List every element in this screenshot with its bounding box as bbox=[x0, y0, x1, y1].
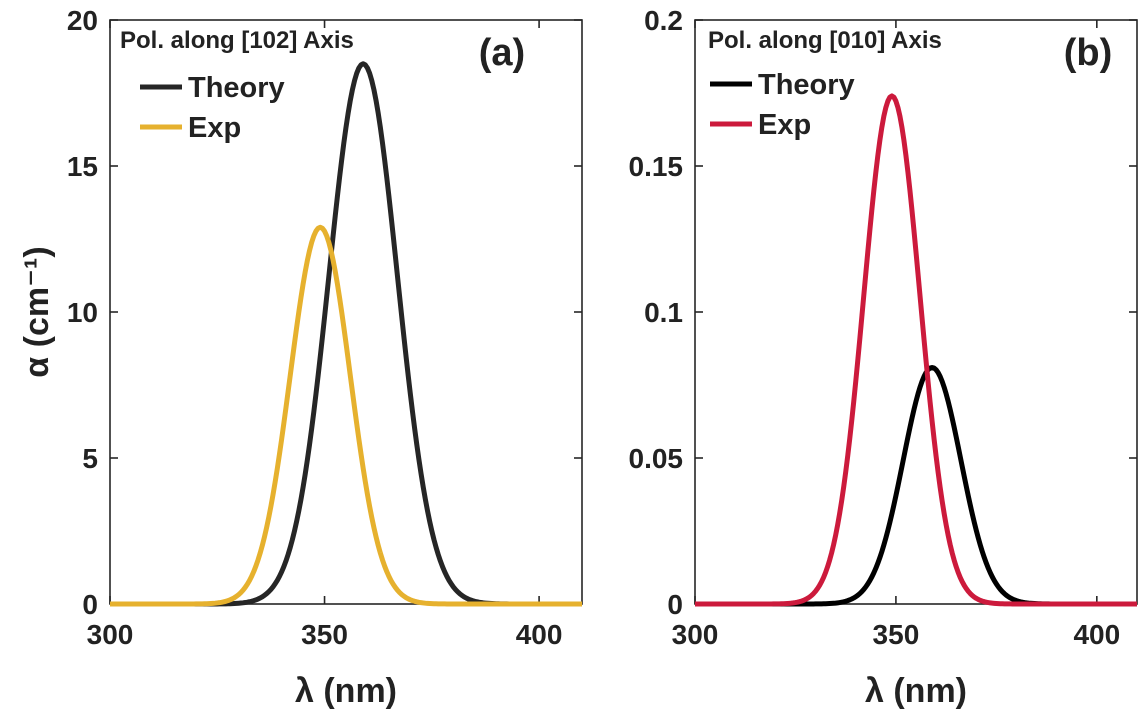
panel-a: 0 5 10 15 20 300 350 400 λ (nm) α (cm⁻¹) Pol. alon… bbox=[18, 5, 583, 710]
legend-label-theory: Theory bbox=[758, 69, 855, 101]
panel-b: 0 0.05 0.1 0.15 0.2 300 350 400 λ (nm) Pol. along… bbox=[629, 5, 1138, 710]
y-tick-label: 5 bbox=[82, 443, 98, 474]
series-line-exp bbox=[109, 224, 583, 607]
x-tick-label: 300 bbox=[672, 619, 719, 650]
y-tick-label: 20 bbox=[67, 5, 98, 36]
x-tick-label: 400 bbox=[516, 619, 563, 650]
y-tick-label: 15 bbox=[67, 151, 98, 182]
panel-label: (a) bbox=[479, 32, 525, 74]
series-line-theory bbox=[694, 364, 1138, 607]
x-tick-label: 350 bbox=[301, 619, 348, 650]
x-tick-label: 300 bbox=[87, 619, 134, 650]
y-tick-label: 0 bbox=[82, 589, 98, 620]
x-axis-title: λ (nm) bbox=[865, 672, 967, 710]
x-tick-label: 400 bbox=[1073, 619, 1120, 650]
legend-label-theory: Theory bbox=[188, 72, 285, 104]
y-tick-label: 0 bbox=[667, 589, 683, 620]
y-tick-label: 0.05 bbox=[629, 443, 684, 474]
y-tick-label: 0.15 bbox=[629, 151, 684, 182]
polarization-annotation: Pol. along [010] Axis bbox=[708, 27, 942, 54]
plot-frame bbox=[109, 19, 583, 605]
legend-label-exp: Exp bbox=[758, 109, 811, 141]
x-tick-label: 350 bbox=[873, 619, 920, 650]
y-tick-label: 0.2 bbox=[644, 5, 683, 36]
x-axis-title: λ (nm) bbox=[295, 672, 397, 710]
y-tick-label: 10 bbox=[67, 297, 98, 328]
y-tick-label: 0.1 bbox=[644, 297, 683, 328]
polarization-annotation: Pol. along [102] Axis bbox=[120, 27, 354, 54]
y-axis-title: α (cm⁻¹) bbox=[18, 246, 56, 377]
series-line-exp bbox=[694, 93, 1138, 607]
plot-frame bbox=[694, 19, 1138, 605]
legend-label-exp: Exp bbox=[188, 112, 241, 144]
panel-label: (b) bbox=[1064, 32, 1113, 74]
